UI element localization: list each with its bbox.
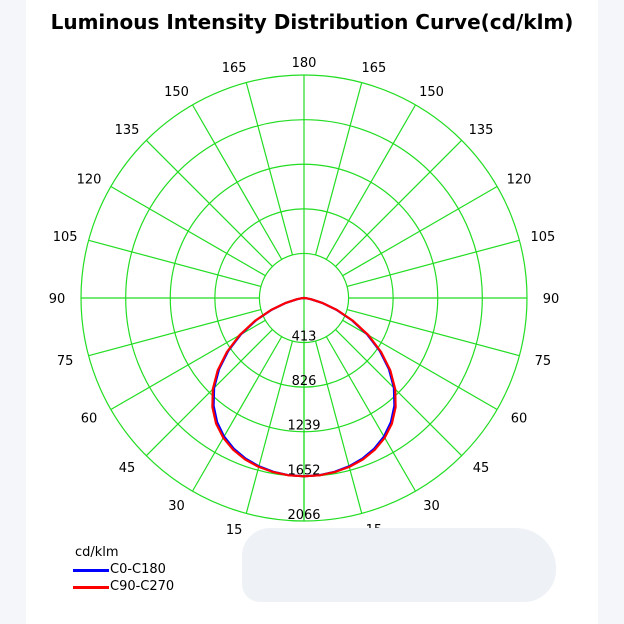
grid-spoke-225 [145, 139, 273, 267]
angle-label-right-120: 120 [507, 173, 532, 188]
grid-spoke-75 [346, 308, 520, 357]
grid-spoke-105 [346, 239, 520, 288]
grid-spoke-30 [325, 336, 417, 492]
radial-tick-1652: 1652 [287, 463, 320, 478]
grid-spoke-345 [245, 340, 294, 514]
radial-tick-2066: 2066 [287, 508, 320, 523]
angle-label-right-90: 90 [543, 292, 560, 307]
angle-label-right-165: 165 [361, 61, 386, 76]
grid-spoke-45 [335, 329, 463, 457]
legend-swatch-c0 [73, 569, 109, 572]
angle-label-left-90: 90 [49, 292, 66, 307]
legend-label-c0: C0-C180 [110, 562, 166, 577]
angle-label-left-75: 75 [57, 354, 74, 369]
angle-label-right-105: 105 [530, 230, 555, 245]
grid-spoke-195 [245, 82, 294, 256]
radial-tick-413: 413 [292, 330, 317, 345]
grid-spoke-165 [314, 82, 363, 256]
grid-spoke-150 [325, 104, 417, 260]
chart-title: Luminous Intensity Distribution Curve(cd… [50, 10, 574, 34]
legend-swatch-c90 [73, 586, 109, 589]
angle-label-right-135: 135 [469, 123, 494, 138]
grid-spoke-285 [88, 308, 262, 357]
angle-label-left-105: 105 [53, 230, 78, 245]
angle-label-left-150: 150 [164, 85, 189, 100]
chart-card [26, 0, 598, 624]
angle-label-right-60: 60 [511, 412, 528, 427]
angle-label-left-60: 60 [81, 412, 98, 427]
grid-spoke-120 [342, 185, 498, 277]
angle-label-left-45: 45 [119, 461, 136, 476]
legend-label-c90: C90-C270 [110, 579, 175, 594]
grid-spoke-135 [335, 139, 463, 267]
radial-tick-826: 826 [292, 374, 317, 389]
angle-label-right-45: 45 [473, 461, 490, 476]
grid-spoke-210 [191, 104, 283, 260]
series-curve-1 [211, 296, 397, 478]
grid-spoke-315 [145, 329, 273, 457]
angle-label-left-165: 165 [222, 61, 247, 76]
angle-label-180: 180 [292, 56, 317, 71]
masked-region [242, 528, 556, 602]
legend-title: cd/klm [75, 545, 119, 560]
angle-label-left-135: 135 [115, 123, 140, 138]
angle-label-left-120: 120 [77, 173, 102, 188]
angle-label-left-15: 15 [226, 523, 243, 538]
radial-tick-1239: 1239 [287, 419, 320, 434]
grid-spoke-330 [191, 336, 283, 492]
grid-spoke-15 [314, 340, 363, 514]
angle-label-right-150: 150 [419, 85, 444, 100]
angle-label-left-30: 30 [168, 499, 185, 514]
grid-spoke-240 [110, 185, 266, 277]
angle-label-right-30: 30 [423, 499, 440, 514]
grid-spoke-255 [88, 239, 262, 288]
angle-label-right-75: 75 [535, 354, 552, 369]
